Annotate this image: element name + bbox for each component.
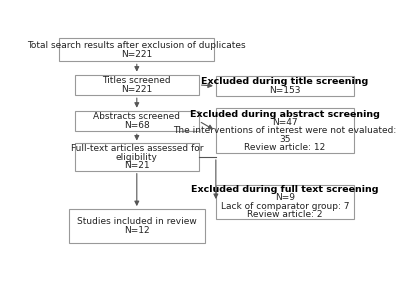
- Text: eligibility: eligibility: [116, 153, 158, 162]
- FancyBboxPatch shape: [69, 209, 205, 243]
- Text: Excluded during full text screening: Excluded during full text screening: [191, 185, 378, 194]
- Text: N=221: N=221: [121, 50, 152, 59]
- Text: Review article: 12: Review article: 12: [244, 143, 326, 152]
- Text: Abstracts screened: Abstracts screened: [93, 112, 180, 121]
- Text: Review article: 2: Review article: 2: [247, 210, 322, 219]
- Text: 35: 35: [279, 135, 290, 144]
- Text: Excluded during title screening: Excluded during title screening: [201, 77, 368, 86]
- Text: Total search results after exclusion of duplicates: Total search results after exclusion of …: [28, 41, 246, 50]
- Text: Full-text articles assessed for: Full-text articles assessed for: [70, 144, 203, 153]
- Text: N=47: N=47: [272, 118, 298, 127]
- FancyBboxPatch shape: [75, 74, 199, 95]
- Text: The interventions of interest were not evaluated:: The interventions of interest were not e…: [173, 126, 396, 135]
- Text: N=21: N=21: [124, 161, 150, 170]
- Text: N=12: N=12: [124, 225, 150, 235]
- Text: Studies included in review: Studies included in review: [77, 217, 197, 226]
- Text: N=9: N=9: [275, 193, 295, 202]
- Text: Titles screened: Titles screened: [102, 76, 171, 85]
- FancyBboxPatch shape: [216, 108, 354, 153]
- FancyBboxPatch shape: [75, 143, 199, 171]
- FancyBboxPatch shape: [59, 38, 214, 61]
- Text: N=221: N=221: [121, 85, 152, 94]
- FancyBboxPatch shape: [216, 76, 354, 96]
- Text: N=153: N=153: [269, 86, 300, 95]
- FancyBboxPatch shape: [216, 185, 354, 219]
- FancyBboxPatch shape: [75, 110, 199, 131]
- Text: Excluded during abstract screening: Excluded during abstract screening: [190, 110, 380, 119]
- Text: Lack of comparator group: 7: Lack of comparator group: 7: [220, 202, 349, 210]
- Text: N=68: N=68: [124, 121, 150, 130]
